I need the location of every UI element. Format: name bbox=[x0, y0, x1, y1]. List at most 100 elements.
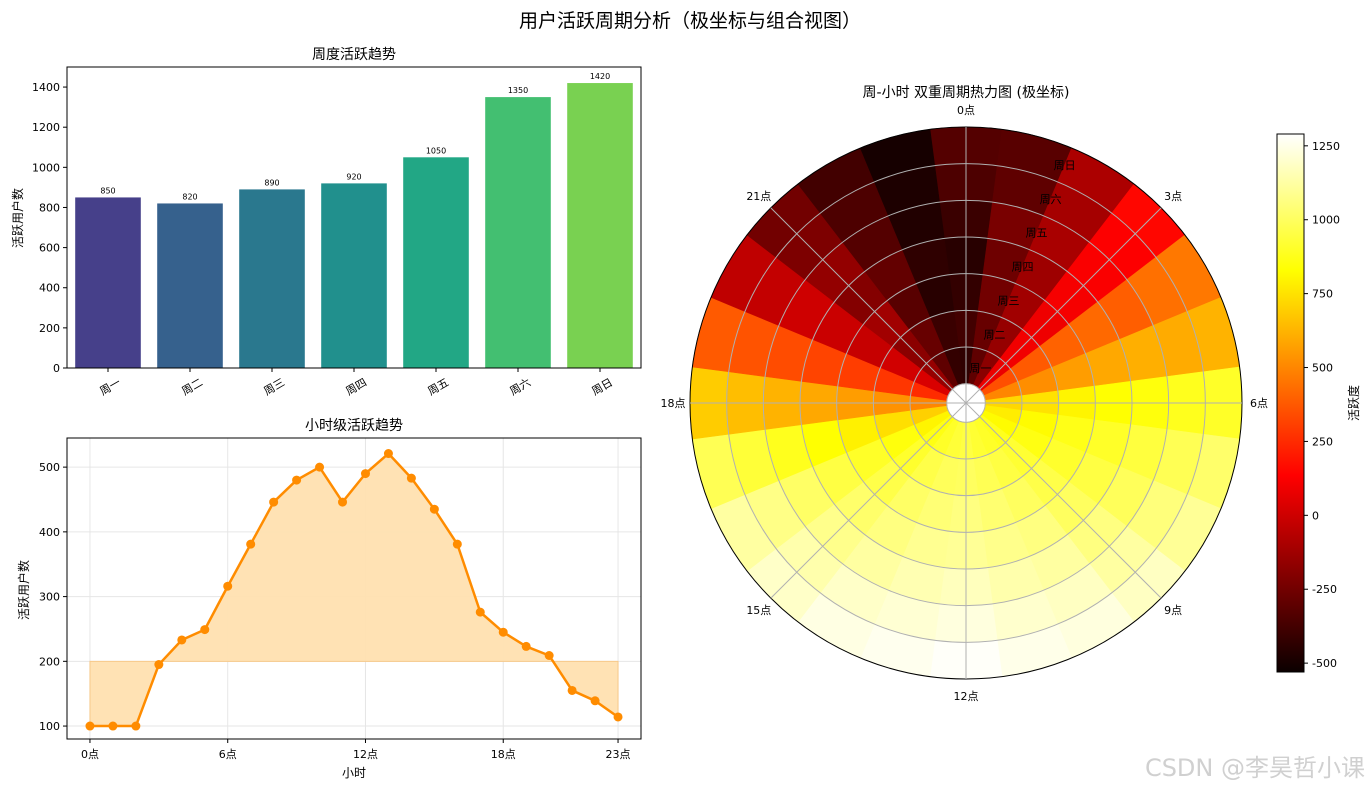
colorbar-label: 活跃度 bbox=[1346, 385, 1361, 421]
bar-data-label: 1050 bbox=[426, 146, 446, 155]
polar-radial-label: 周一 bbox=[969, 362, 991, 375]
polar-heatmap: 周-小时 双重周期热力图 (极坐标) 周一 周二 周三 周四 周五 周六 周日 0点 3点 6点… bbox=[661, 85, 1269, 703]
line-point bbox=[498, 627, 508, 637]
polar-radial-label: 周二 bbox=[983, 328, 1005, 341]
colorbar-gradient bbox=[1276, 133, 1305, 673]
bar bbox=[485, 97, 551, 368]
bar-x-tick-label: 周五 bbox=[425, 376, 451, 398]
line-point bbox=[131, 721, 141, 731]
line-axes-frame bbox=[66, 437, 642, 740]
line-y-tick-label: 300 bbox=[39, 591, 60, 604]
line-point bbox=[177, 635, 187, 645]
line-y-ticks: 100 200 300 400 500 bbox=[39, 461, 67, 733]
line-chart-title: 小时级活跃趋势 bbox=[305, 418, 403, 434]
polar-angle-label: 6点 bbox=[1250, 397, 1268, 410]
bar bbox=[321, 183, 387, 368]
bar-x-tick-label: 周二 bbox=[179, 376, 205, 398]
bar-y-ticks: 0 200 400 600 800 1000 1200 1400 bbox=[32, 81, 67, 375]
bar-chart-ylabel: 活跃用户数 bbox=[10, 188, 25, 248]
polar-angle-label: 12点 bbox=[954, 690, 979, 703]
line-point bbox=[613, 712, 623, 722]
weekly-bar-chart: 周度活跃趋势 活跃用户数 0 200 400 600 800 1000 1200 1400 8… bbox=[10, 47, 642, 398]
bar-chart-title: 周度活跃趋势 bbox=[312, 47, 396, 63]
line-chart-ylabel: 活跃用户数 bbox=[16, 560, 31, 620]
bar-x-tick-label: 周四 bbox=[343, 376, 369, 398]
line-point bbox=[383, 449, 393, 459]
polar-radial-label: 周四 bbox=[1012, 261, 1034, 274]
line-point bbox=[590, 696, 600, 706]
line-point bbox=[154, 660, 164, 670]
bar-data-label: 820 bbox=[182, 192, 197, 201]
colorbar: -500 -250 0 250 500 750 1000 1250 活跃度 bbox=[1276, 133, 1361, 673]
line-x-tick-label: 23点 bbox=[606, 748, 631, 761]
polar-radial-labels: 周一 周二 周三 周四 周五 周六 周日 bbox=[969, 159, 1075, 375]
bar-y-tick-label: 0 bbox=[53, 362, 60, 375]
line-point bbox=[521, 641, 531, 651]
figure-title: 用户活跃周期分析（极坐标与组合视图） bbox=[519, 10, 861, 32]
polar-radial-label: 周六 bbox=[1040, 193, 1062, 206]
line-x-tick-label: 6点 bbox=[219, 748, 237, 761]
line-point bbox=[567, 685, 577, 695]
polar-radial-label: 周日 bbox=[1054, 159, 1076, 172]
line-x-tick-label: 18点 bbox=[491, 748, 516, 761]
watermark: CSDN @李昊哲小课 bbox=[1144, 754, 1365, 782]
bar-data-label: 1350 bbox=[508, 86, 528, 95]
bar-data-label: 850 bbox=[100, 186, 115, 195]
line-point bbox=[544, 650, 554, 660]
line-point bbox=[338, 497, 348, 507]
bar-x-tick-label: 周三 bbox=[261, 376, 287, 398]
line-point bbox=[429, 504, 439, 514]
polar-grid-spoke bbox=[965, 207, 1162, 404]
line-point bbox=[315, 462, 325, 472]
polar-angle-label: 18点 bbox=[661, 397, 686, 410]
bar bbox=[567, 83, 633, 368]
bars bbox=[75, 83, 633, 368]
polar-angle-label: 9点 bbox=[1164, 604, 1182, 617]
line-x-ticks: 0点 6点 12点 18点 23点 bbox=[81, 739, 631, 761]
bar-y-tick-label: 200 bbox=[39, 322, 60, 335]
colorbar-tick-label: -500 bbox=[1312, 657, 1337, 670]
line-y-tick-label: 500 bbox=[39, 461, 60, 474]
bar-x-ticks: 周一 周二 周三 周四 周五 周六 周日 bbox=[97, 368, 615, 398]
polar-grid bbox=[689, 126, 1243, 680]
bar-x-tick-label: 周日 bbox=[589, 376, 615, 398]
line-x-tick-label: 12点 bbox=[353, 748, 378, 761]
polar-angle-label: 21点 bbox=[746, 190, 771, 203]
polar-grid-spoke bbox=[770, 207, 967, 404]
line-point bbox=[406, 473, 416, 483]
line-fill-area bbox=[89, 452, 619, 727]
colorbar-ticks: -500 -250 0 250 500 750 1000 1250 bbox=[1304, 140, 1340, 670]
polar-angle-label: 15点 bbox=[746, 604, 771, 617]
line-point bbox=[452, 539, 462, 549]
bar-data-label: 890 bbox=[264, 178, 279, 187]
polar-angle-label: 0点 bbox=[957, 104, 975, 117]
polar-angle-label: 3点 bbox=[1164, 190, 1182, 203]
line-point bbox=[108, 721, 118, 731]
colorbar-tick-label: -250 bbox=[1312, 583, 1337, 596]
colorbar-tick-label: 1000 bbox=[1312, 214, 1340, 227]
bar-y-tick-label: 600 bbox=[39, 242, 60, 255]
line-y-tick-label: 200 bbox=[39, 655, 60, 668]
colorbar-tick-label: 0 bbox=[1312, 509, 1319, 522]
line-point bbox=[269, 497, 279, 507]
polar-radial-label: 周三 bbox=[997, 294, 1019, 307]
line-y-tick-label: 400 bbox=[39, 526, 60, 539]
line-point bbox=[85, 721, 95, 731]
bar-data-label: 1420 bbox=[590, 72, 610, 81]
bar bbox=[239, 189, 305, 368]
hourly-line-chart: 小时级活跃趋势 活跃用户数 小时 0点 6点 12点 18点 23点 100 200 300… bbox=[16, 418, 642, 780]
line-y-tick-label: 100 bbox=[39, 720, 60, 733]
line-point bbox=[475, 607, 485, 617]
bar-axes-frame bbox=[66, 66, 642, 369]
bar-y-tick-label: 1200 bbox=[32, 121, 60, 134]
colorbar-tick-label: 250 bbox=[1312, 435, 1333, 448]
bar-y-tick-label: 1400 bbox=[32, 81, 60, 94]
polar-radial-label: 周五 bbox=[1026, 227, 1048, 240]
line-point bbox=[223, 581, 233, 591]
bar-x-tick-label: 周六 bbox=[507, 376, 533, 398]
line-point bbox=[360, 469, 370, 479]
bar-y-tick-label: 1000 bbox=[32, 161, 60, 174]
line-point bbox=[292, 475, 302, 485]
polar-grid-spoke bbox=[770, 402, 967, 599]
